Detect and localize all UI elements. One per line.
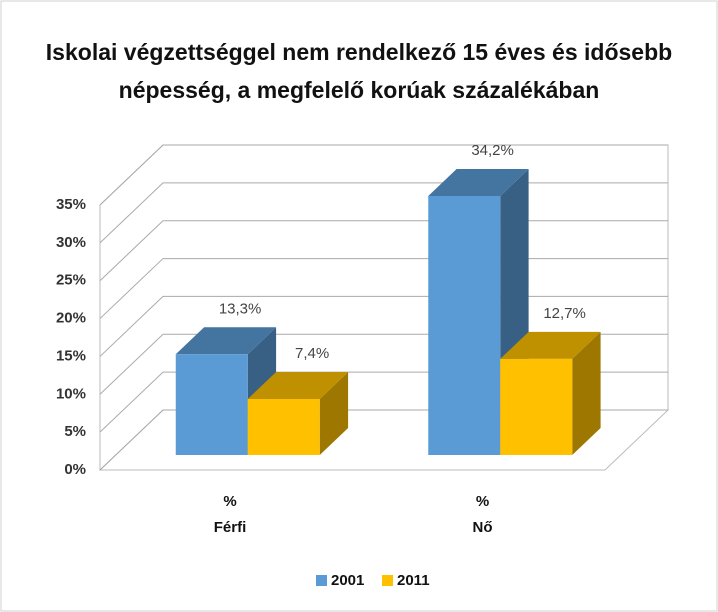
bar (500, 358, 573, 455)
x-tick-label: % (476, 493, 489, 510)
y-tick-label: 35% (56, 196, 86, 213)
value-label: 12,7% (543, 305, 586, 322)
chart-title: Iskolai végzettséggel nem rendelkező 15 … (46, 39, 672, 65)
value-label: 13,3% (219, 300, 262, 317)
x-tick-label: Férfi (214, 519, 247, 536)
legend-label: 2011 (397, 572, 430, 589)
bar-side (319, 371, 349, 455)
bar-top (175, 327, 277, 355)
x-tick-label: % (223, 493, 236, 510)
value-label: 34,2% (471, 142, 514, 159)
bar-top (500, 331, 601, 359)
legend-swatch (382, 575, 393, 586)
y-tick-label: 30% (56, 234, 86, 251)
bar (247, 398, 320, 455)
y-tick-label: 20% (56, 310, 86, 327)
bar-top (247, 371, 349, 399)
bar-side (572, 331, 601, 455)
y-tick-label: 15% (56, 347, 86, 364)
y-tick-label: 0% (64, 461, 86, 478)
bar-top (428, 169, 529, 197)
legend-label: 2001 (331, 572, 364, 589)
y-tick-label: 5% (64, 423, 86, 440)
bar (428, 196, 501, 456)
y-tick-label: 10% (56, 385, 86, 402)
y-tick-label: 25% (56, 272, 86, 289)
legend-swatch (316, 575, 327, 586)
grid-line (99, 144, 668, 206)
bar (175, 354, 248, 455)
value-label: 7,4% (295, 345, 329, 362)
x-tick-label: Nő (473, 519, 493, 536)
chart-title: népesség, a megfelelő korúak százalékába… (119, 77, 600, 103)
